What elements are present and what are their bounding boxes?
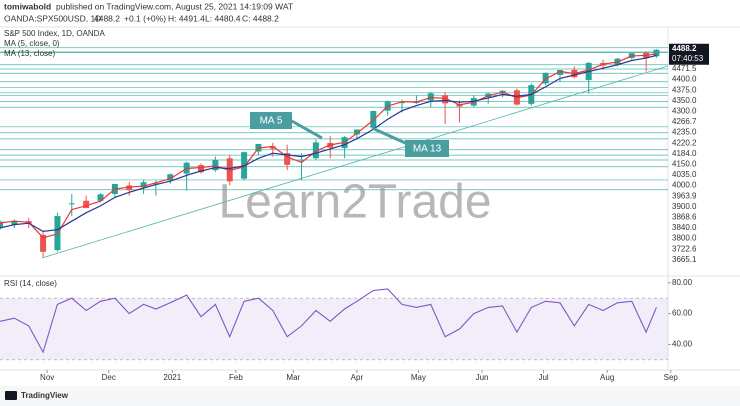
legend-entry: MA (5, close, 0) [4,39,60,48]
annotation: MA 13 [413,144,442,155]
y-tick-label: 4350.0 [672,96,697,105]
candle-body [83,200,90,209]
brand: TradingView [21,391,69,400]
trend-line [41,65,668,259]
y-tick-label: 4150.0 [672,159,697,168]
candle-body [140,182,147,188]
y-tick-label: 3868.6 [672,212,697,221]
y-tick-label: 3665.1 [672,255,697,264]
candle-body [68,203,75,205]
y-tick-label: 3963.9 [672,191,697,200]
y-tick-label: 4375.0 [672,85,697,94]
y-tick-label: 3900.0 [672,202,697,211]
candle-body [298,159,305,161]
symbol: OANDA:SPX500USD, 1D [4,13,101,23]
candle-body [126,185,133,191]
candle-body [11,220,18,225]
candle-body [442,95,449,104]
candle-body [312,142,319,159]
y-tick-label: 4300.0 [672,106,697,115]
rsi-title: RSI (14, close) [4,279,57,288]
candle-body [284,153,291,165]
x-tick-label: Sep [664,373,679,382]
author: tomiwabold [4,1,51,11]
candle-body [399,102,406,104]
x-tick-label: May [411,373,426,382]
y-tick-label: 4000.0 [672,181,697,190]
y-tick-label: 80.00 [672,278,693,287]
price-pane: Learn2Trade [0,47,668,259]
y-tick-label: 4035.0 [672,170,697,179]
callout-arrow [289,118,323,140]
candle-body [212,159,219,171]
x-tick-label: Jul [538,373,548,382]
last-price-box [669,43,709,65]
candle-body [152,183,159,185]
x-tick-label: Dec [102,373,116,382]
candle-body [370,111,377,128]
last-price: 4488.2 [672,44,697,53]
countdown: 07:40:53 [672,54,704,63]
y-tick-label: 4471.5 [672,64,697,73]
watermark: Learn2Trade [218,176,491,229]
low: L: 4480.4 [205,13,241,23]
high: H: 4491.4 [168,13,205,23]
x-tick-label: Feb [229,373,243,382]
callout [405,140,449,157]
candle-body [353,129,360,135]
published: published on TradingView.com, August 25,… [56,1,293,11]
annotation: MA 5 [260,116,283,127]
y-tick-label: 40.00 [672,340,693,349]
footer-bar [0,386,740,406]
rsi-band [0,298,668,360]
ma-line [0,53,657,239]
x-tick-label: Apr [351,373,364,382]
y-tick-label: 4400.0 [672,75,697,84]
y-tick-label: 3840.0 [672,223,697,232]
rsi-pane [0,288,668,361]
candle-body [427,93,434,101]
candle-body [97,194,104,201]
rsi-line [0,288,657,354]
candle-body [542,72,549,84]
y-tick-label: 60.00 [672,309,693,318]
y-tick-label: 4184.0 [672,149,697,158]
logo [5,391,17,400]
candle-body [40,234,47,252]
y-tick-label: 3800.0 [672,234,697,243]
legend-entry: MA (13, close) [4,49,55,58]
candle-body [556,70,563,75]
y-tick-label: 3722.6 [672,244,697,253]
candle-body [198,165,205,173]
y-tick-label: 4266.7 [672,117,697,126]
x-tick-label: Nov [40,373,54,382]
y-tick-label: 4235.0 [672,128,697,137]
candle-body [0,221,3,228]
candle-body [653,49,660,57]
close: C: 4488.2 [242,13,279,23]
change: +0.1 (+0%) [124,13,166,23]
x-tick-label: Jun [476,373,489,382]
x-tick-label: Mar [286,373,300,382]
x-tick-label: 2021 [163,373,181,382]
candle-body [226,158,233,182]
x-tick-label: Aug [600,373,614,382]
callout [250,112,292,129]
candle-body [167,174,174,181]
candle-body [269,146,276,149]
last: 4488.2 [94,13,120,23]
ma-line [0,54,657,233]
y-tick-label: 4220.2 [672,138,697,147]
chart-title: S&P 500 Index, 1D, OANDA [4,29,105,38]
